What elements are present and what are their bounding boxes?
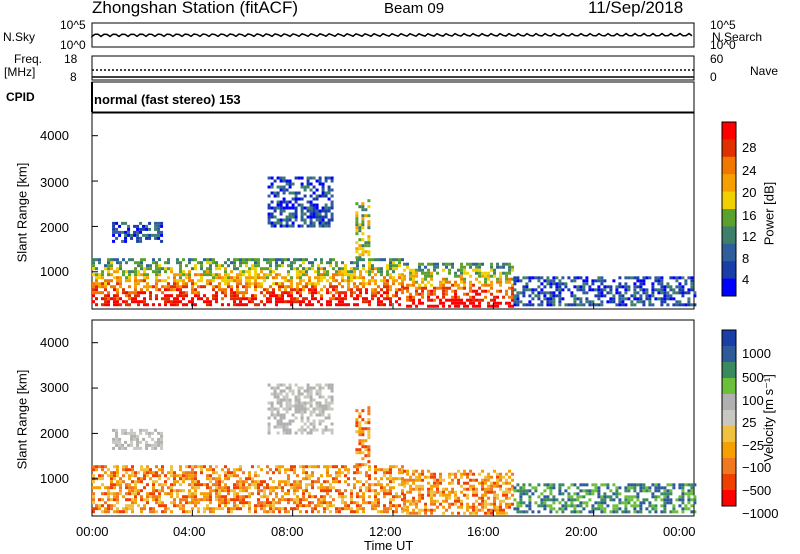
p2-cbar-tick-25: 25 xyxy=(742,415,757,430)
beam-label: Beam 09 xyxy=(384,0,445,17)
cpid-value: normal (fast stereo) 153 xyxy=(94,92,241,107)
panel-1-cbar-band-3 xyxy=(722,156,736,175)
nsearch-tick-low: 10^0 xyxy=(710,38,736,52)
panel-2-cbar-band-2 xyxy=(722,346,736,363)
panel-2-cbar-band-5 xyxy=(722,394,736,411)
p2-cbar-tick-500: 500 xyxy=(742,370,764,385)
freq-label-2: [MHz] xyxy=(4,65,36,79)
nsearch-tick-high: 10^5 xyxy=(710,18,736,32)
p1-ytick-2000: 2000 xyxy=(40,220,69,235)
p2-ytick-4000: 4000 xyxy=(40,335,69,350)
p1-cbar-label: Power [dB] xyxy=(761,181,777,246)
p1-cbar-tick-28: 28 xyxy=(742,140,757,155)
xlabel: Time UT xyxy=(364,538,414,553)
panel-1-cbar-band-6 xyxy=(722,209,736,227)
p2-cbar-tick-minus1000: −1000 xyxy=(742,506,779,521)
freq-label-1: Freq. xyxy=(14,52,43,66)
panel-1-echo-region-5 xyxy=(267,176,334,228)
p2-cbar-tick-1000: 1000 xyxy=(742,346,771,361)
panel-1-cbar-frame xyxy=(721,121,737,297)
panel-2-cbar-band-3 xyxy=(722,362,736,379)
p1-cbar-tick-4: 4 xyxy=(742,272,750,287)
p1-cbar-tick-24: 24 xyxy=(742,163,757,178)
panel-1-cbar-band-7 xyxy=(722,226,736,245)
p2-cbar-tick-minus100: −100 xyxy=(742,460,772,475)
p2-cbar-tick-100: 100 xyxy=(742,393,764,408)
p1-ytick-3000: 3000 xyxy=(40,175,69,190)
nsky-tick-low: 10^0 xyxy=(60,38,86,52)
p2-ylabel: Slant Range [km] xyxy=(14,369,30,470)
nave-label: Nave xyxy=(750,64,779,78)
panel-2-echo-region-3 xyxy=(513,483,697,514)
panel-1-cbar-band-9 xyxy=(722,261,736,280)
panel-1-cbar-band-10 xyxy=(722,278,736,297)
panel-1-echo-region-3 xyxy=(513,276,697,307)
nsky-label: N.Sky xyxy=(3,30,36,44)
p1-ytick-4000: 4000 xyxy=(40,128,69,143)
panel-2-cbar-band-10 xyxy=(722,474,736,491)
xtick-1200: 12:00 xyxy=(369,524,402,539)
panel-1-cbar-band-1 xyxy=(722,122,736,140)
panel-2-cbar-band-9 xyxy=(722,458,736,475)
freq-tick-low: 8 xyxy=(70,70,77,84)
panel-2-echo-region-2 xyxy=(403,469,515,515)
p2-ytick-1000: 1000 xyxy=(40,471,69,486)
p2-cbar-tick-minus500: −500 xyxy=(742,483,772,498)
panel-1-cbar-band-8 xyxy=(722,243,736,262)
p1-cbar-tick-16: 16 xyxy=(742,208,757,223)
panel-2-echo-region-6 xyxy=(355,406,371,467)
panel-2-cbar-band-6 xyxy=(722,410,736,427)
panel-2-cbar-band-7 xyxy=(722,426,736,443)
date-label: 11/Sep/2018 xyxy=(588,0,684,17)
panel-1-echo-region-2 xyxy=(403,262,515,308)
p1-cbar-tick-8: 8 xyxy=(742,251,750,266)
freq-panel xyxy=(91,55,695,81)
p2-ytick-2000: 2000 xyxy=(40,426,69,441)
p1-ytick-1000: 1000 xyxy=(40,264,69,279)
panel-2-cbar-band-11 xyxy=(722,490,736,507)
panel-1-cbar-band-5 xyxy=(722,191,736,210)
panel-2-cbar-band-1 xyxy=(722,330,736,347)
nave-tick-high: 60 xyxy=(710,52,724,66)
panel-2-echo-region-4 xyxy=(112,428,164,450)
p2-cbar-label: Velocity [m s⁻¹] xyxy=(760,374,776,462)
xtick-1600: 16:00 xyxy=(467,524,500,539)
cpid-label: CPID xyxy=(6,90,35,104)
nsky-tick-high: 10^5 xyxy=(60,18,86,32)
xtick-0800: 08:00 xyxy=(271,524,304,539)
freq-tick-high: 18 xyxy=(64,52,78,66)
panel-2-echo-region-1 xyxy=(92,465,404,514)
p1-cbar-tick-20: 20 xyxy=(742,185,757,200)
nsky-trace xyxy=(91,32,693,38)
p2-cbar-tick-minus25: −25 xyxy=(742,438,765,453)
panel-2-echo-region-5 xyxy=(267,383,334,435)
panel-2-cbar-frame xyxy=(721,329,737,507)
panel-2-cbar-band-4 xyxy=(722,378,736,395)
p1-cbar-tick-12: 12 xyxy=(742,229,757,244)
p1-ylabel: Slant Range [km] xyxy=(14,162,30,263)
nave-tick-low: 0 xyxy=(710,70,717,84)
xtick-2000: 20:00 xyxy=(565,524,598,539)
xtick-0400: 04:00 xyxy=(173,524,206,539)
panel-1-echo-region-1 xyxy=(92,258,404,307)
panel-2-cbar-band-8 xyxy=(722,442,736,459)
panel-1-echo-region-6 xyxy=(355,199,371,260)
station-title: Zhongshan Station (fitACF) xyxy=(92,0,298,17)
nsearch-label: N.Search xyxy=(712,30,763,44)
xtick-0000: 00:00 xyxy=(76,524,109,539)
panel-1-echo-region-4 xyxy=(112,221,164,243)
xtick-0000-end: 00:00 xyxy=(663,524,696,539)
panel-1-cbar-band-4 xyxy=(722,174,736,193)
p2-ytick-3000: 3000 xyxy=(40,380,69,395)
nsky-panel xyxy=(91,22,695,48)
panel-1-cbar-band-2 xyxy=(722,139,736,158)
